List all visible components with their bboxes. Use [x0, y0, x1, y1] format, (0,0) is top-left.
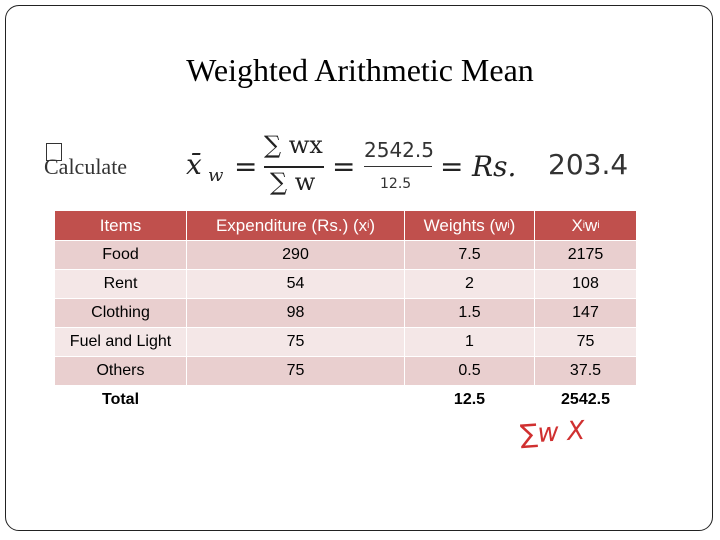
- table-cell: 75: [535, 328, 637, 357]
- table-cell: Fuel and Light: [55, 328, 187, 357]
- table-cell: 2542.5: [535, 386, 637, 415]
- header-cell: Items: [55, 211, 187, 241]
- table-cell: Total: [55, 386, 187, 415]
- fraction-bar: [264, 166, 324, 168]
- header-text: i: [582, 220, 586, 231]
- slide: [5, 5, 713, 531]
- numerator-value: 2542.5: [364, 138, 434, 162]
- currency: Rs.: [472, 150, 517, 183]
- slide-title: Weighted Arithmetic Mean: [186, 52, 534, 88]
- bullet-icon: [46, 143, 62, 161]
- formula-numerator: ∑ wx: [264, 131, 323, 159]
- bullet-text: Calculate: [44, 154, 128, 179]
- table-cell: 7.5: [405, 241, 535, 270]
- header-cell: Expenditure (Rs.) (x i): [187, 211, 405, 241]
- table-cell: 54: [187, 270, 405, 299]
- table-cell: 75: [187, 357, 405, 386]
- header-text: i: [597, 220, 600, 231]
- table-cell: 2175: [535, 241, 637, 270]
- header-text: i: [507, 220, 510, 231]
- header-text: Items: [99, 215, 142, 235]
- header-text: X: [571, 215, 583, 235]
- table-cell: Clothing: [55, 299, 187, 328]
- header-text: i: [367, 220, 370, 231]
- header-text: ): [509, 215, 516, 235]
- table-cell: 37.5: [535, 357, 637, 386]
- header-cell: Weights (w i): [405, 211, 535, 241]
- table-cell: 1: [405, 328, 535, 357]
- table-cell: 75: [187, 328, 405, 357]
- table-cell: Food: [55, 241, 187, 270]
- formula-symbol: x̄: [186, 148, 202, 181]
- table-cell: Rent: [55, 270, 187, 299]
- header-text: ): [369, 215, 376, 235]
- table-cell: 0.5: [405, 357, 535, 386]
- table-cell: 12.5: [405, 386, 535, 415]
- equals: =: [332, 150, 356, 183]
- denominator-value: 12.5: [380, 176, 412, 192]
- table-cell: 2: [405, 270, 535, 299]
- table-cell: Others: [55, 357, 187, 386]
- table-cell: 98: [187, 299, 405, 328]
- table-cell: 1.5: [405, 299, 535, 328]
- header-text: Weights (w: [423, 215, 508, 235]
- table-cell: 108: [535, 270, 637, 299]
- formula-subscript: w: [208, 165, 224, 186]
- equals: =: [234, 150, 258, 183]
- result: 203.4: [548, 148, 629, 181]
- fraction-bar: [364, 166, 432, 167]
- header-text: Expenditure (Rs.) (x: [215, 215, 368, 235]
- handwritten-note: ∑w X: [519, 415, 586, 451]
- header-text: w: [585, 215, 598, 235]
- table-cell: 290: [187, 241, 405, 270]
- table-cell: 147: [535, 299, 637, 328]
- formula-denominator: ∑ w: [270, 168, 316, 196]
- equals: =: [440, 150, 464, 183]
- table-cell: [187, 386, 405, 415]
